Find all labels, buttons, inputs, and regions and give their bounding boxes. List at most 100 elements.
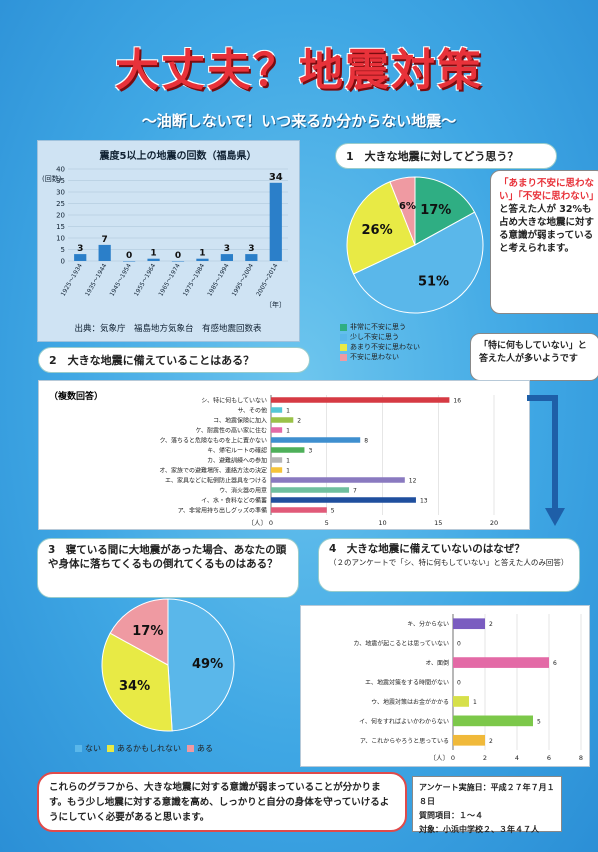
x-tick-label: 1935〜1944 [84,262,108,297]
chart-source: 出典：気象庁 福島地方気象台 有感地震回数表 [74,323,262,334]
category-label: ウ、消火器の用意 [219,487,267,495]
category-label: キ、帰宅ルートの確認 [207,447,267,455]
pie-slice [109,598,169,666]
legend-swatch [107,745,114,752]
q3-legend-item: ない [75,743,101,754]
q4-title: 4 大きな地震に備えていないのはなぜ？ [329,543,525,555]
y-tick-label: 5 [61,246,65,254]
category-label: ケ、耐震性の高い家に住む [195,427,267,435]
bar [271,477,405,483]
y-axis-label: (回数) [42,174,62,183]
x-tick-label: 0 [269,519,273,527]
x-tick-label: 20 [490,519,498,527]
q1-header: 1 大きな地震に対してどう思う？ [335,143,557,169]
bar [271,397,450,403]
q2-bar-chart: 0 5 10 15 20シ、特に何もしていない 16サ、その他 1コ、地震保険に加入 2ケ、耐… [159,395,498,527]
q1-legend-item: あまり不安に思わない [340,342,436,352]
q2-tag: （複数回答） [49,392,104,402]
data-label: 12 [409,478,417,485]
x-tick-label: 5 [325,519,329,527]
pie-slice [167,598,235,732]
q3-header: 3 寝ている間に大地震があった場合、あなたの頭や身体に落ちてくるもの倒れてくるも… [37,538,299,598]
bar [271,427,283,433]
q3-panel: 49% 34% 17% [88,590,248,740]
y-tick-label: 10 [56,235,65,243]
data-label: 5 [331,508,335,515]
data-label: 3 [224,244,230,254]
x-tick-label: 1955〜1964 [133,262,157,297]
category-label: エ、家具などに転倒防止器具をつける [165,477,267,485]
slice-label: 49% [192,657,223,672]
x-unit-label: 〔人〕 [248,519,268,527]
q1-note-text: と答えた人が 32%も占め大きな地震に対する意識が弱まっていると考えられます。 [499,204,595,254]
conclusion: これらのグラフから、大きな地震に対する意識が弱まっていることが分かります。もう少… [37,772,407,832]
legend-label: ない [85,744,101,753]
data-label: 0 [457,641,461,648]
y-tick-label: 35 [56,177,65,185]
data-label: 2 [297,418,301,425]
category-label: ク、落ちると危険なものを上に置かない [160,437,267,445]
data-label: 7 [102,235,108,245]
data-label: 0 [126,251,132,261]
data-label: 1 [473,699,477,706]
x-tick-label: 1945〜1954 [109,262,133,297]
data-label: 13 [420,498,428,505]
bar [271,457,283,463]
data-label: 1 [286,428,290,435]
q1-legend-item: 非常に不安に思う [340,322,436,332]
x-tick-label: 1975〜1984 [182,262,206,297]
chart-title: 震度5以上の地震の回数（福島県） [100,149,257,162]
category-label: イ、水・食料などの備蓄 [201,497,267,505]
data-label: 7 [353,488,357,495]
x-tick-label: 6 [547,754,551,762]
q3-legend-item: ある [187,743,213,754]
q2-panel: （複数回答） 0 5 10 15 20 シ、特に何もしていない 16 サ、その他 1 コ、地震保険… [38,380,530,530]
pie-slice [346,181,416,275]
category-label: ウ、地震対策はお金がかかる [371,698,449,706]
category-label: シ、特に何もしていない [201,397,267,405]
q4-header: 4 大きな地震に備えていないのはなぜ？ （２のアンケートで「シ、特に何もしていな… [318,538,580,592]
slice-label: 17% [420,203,451,218]
bar [271,467,283,473]
y-tick-label: 20 [56,212,65,220]
x-tick-label: 15 [434,519,442,527]
bar [196,258,209,261]
q1-legend-item: 少し不安に思う [340,332,436,342]
bar [271,437,361,443]
bar [453,657,549,668]
bar [453,618,485,630]
y-tick-label: 25 [56,200,65,208]
arrow-icon [527,395,565,526]
pie-slice [352,211,484,314]
legend-swatch [340,333,347,341]
category-label: ア、非常用持ち出しグッズの準備 [178,507,267,515]
category-label: カ、避難訓練への参加 [207,457,267,465]
y-tick-label: 40 [56,166,65,174]
y-tick-label: 15 [56,223,65,231]
slice-label: 26% [362,223,393,238]
x-tick-label: 2 [483,754,487,762]
x-tick-label: 1985〜1994 [206,262,230,297]
x-tick-label: 8 [579,754,583,762]
q4-bar-chart: 0 2 4 6 8 キ、分からない 2 カ、地震が起こるとは思っていない 0 オ、面倒 6 エ、地震対… [353,614,583,762]
data-label: 1 [286,408,290,415]
y-tick-label: 30 [56,189,65,197]
bar [98,244,111,261]
category-label: ア、これからやろうと思っている [360,737,449,745]
q4-subtitle: （２のアンケートで「シ、特に何もしていない」と答えた人のみ回答） [329,558,569,567]
bar [271,487,350,493]
bar [171,261,185,262]
q1-legend: 非常に不安に思う少し不安に思うあまり不安に思わない不安に思わない [340,322,540,362]
q3-legend: ない あるかもしれない ある [75,743,275,754]
x-tick-label: 1995〜2004 [231,262,255,297]
legend-swatch [340,343,347,351]
q3-pie-chart: 49% 34% 17% [101,598,235,732]
data-label: 2 [489,738,493,745]
q3-legend-item: あるかもしれない [107,743,181,754]
data-label: 8 [364,438,368,445]
data-label: 3 [248,244,254,254]
earthquake-chart-panel: 震度5以上の地震の回数（福島県） (回数) 0 5 10 15 20 25 30 35 40 3 192… [37,140,300,342]
q2-header: 2 大きな地震に備えていることはある？ [38,347,310,373]
bar [453,734,485,746]
slice-label: 34% [119,679,150,694]
